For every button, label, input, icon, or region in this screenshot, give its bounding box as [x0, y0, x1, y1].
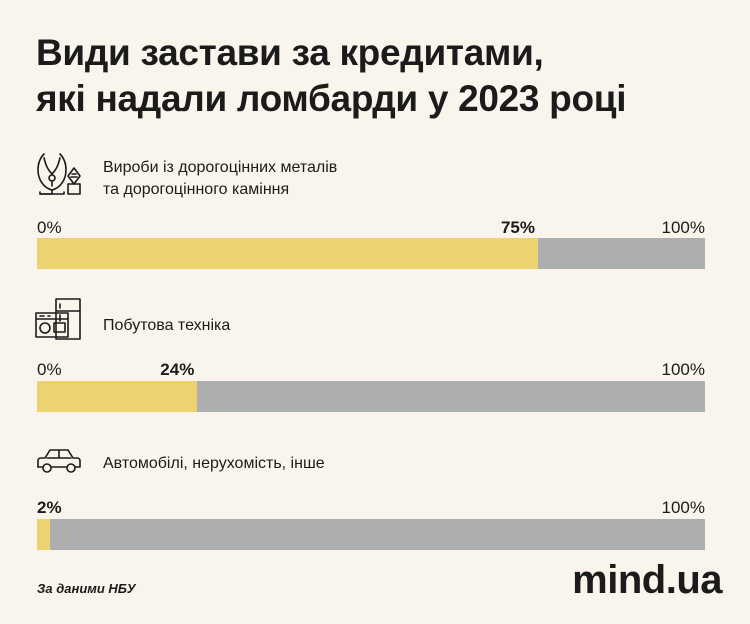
category-label-1-line-2: та дорогоцінного каміння	[103, 181, 290, 198]
tick-min-2: 0%	[37, 360, 62, 379]
brand-logo: mind.ua	[572, 558, 722, 602]
bar-fill-1	[37, 238, 538, 269]
tick-max-2: 100%	[661, 360, 705, 379]
value-label-3: 2%	[37, 498, 62, 517]
category-label-2-line-1: Побутова техніка	[103, 317, 231, 334]
category-label-3: Автомобілі, нерухомість, інше	[103, 453, 325, 475]
tick-max-3: 100%	[661, 498, 705, 517]
bar-fill-2	[37, 381, 198, 412]
value-label-1: 75%	[500, 218, 535, 237]
category-label-1: Вироби із дорогоцінних металів та дорого…	[103, 157, 337, 201]
category-label-3-line-1: Автомобілі, нерухомість, інше	[103, 455, 325, 472]
chart-title-line-1: Види застави за кредитами,	[36, 32, 544, 73]
tick-min-1: 0%	[37, 218, 62, 237]
jewelry-icon	[37, 153, 81, 195]
value-label-2: 24%	[160, 360, 195, 379]
chart-title-line-2: які надали ломбарди у 2023 році	[36, 78, 627, 119]
source-note: За даними НБУ	[37, 581, 136, 596]
bar-track-3	[37, 519, 705, 550]
car-icon	[37, 449, 81, 473]
bar-track-1	[37, 238, 705, 269]
tick-max-1: 100%	[661, 218, 705, 237]
chart-title: Види застави за кредитами, які надали ло…	[36, 30, 627, 122]
category-label-1-line-1: Вироби із дорогоцінних металів	[103, 159, 338, 176]
appliances-icon	[35, 298, 81, 340]
category-label-2: Побутова техніка	[103, 315, 230, 337]
bar-fill-3	[37, 519, 51, 550]
bar-track-2	[37, 381, 705, 412]
